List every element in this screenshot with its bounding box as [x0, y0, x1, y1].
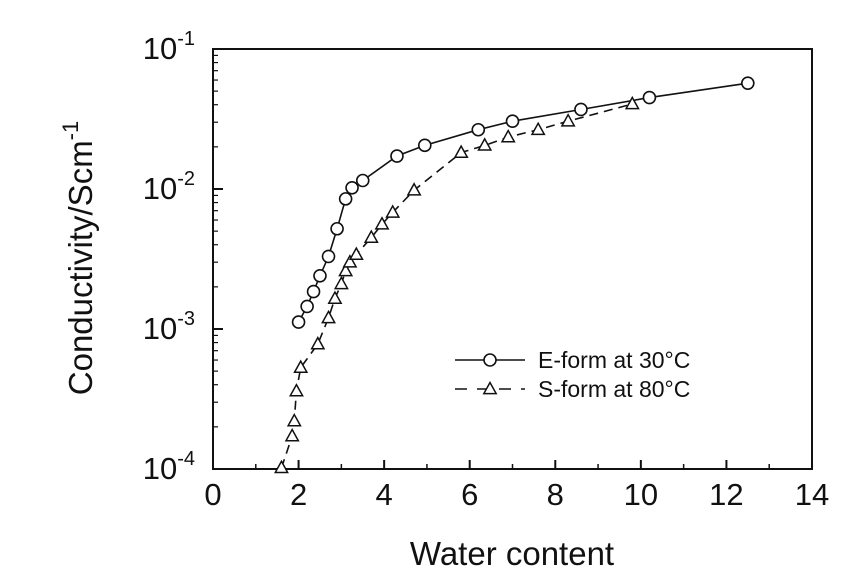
data-point-triangle — [327, 290, 343, 304]
data-point-circle — [321, 249, 336, 264]
x-axis-label: Water content — [410, 535, 614, 572]
data-point-circle — [642, 90, 657, 105]
y-tick-label-base: 10 — [143, 451, 177, 486]
x-tick-label: 10 — [624, 477, 658, 512]
y-tick-label-exponent: -4 — [177, 448, 195, 470]
x-tick-label: 8 — [547, 477, 564, 512]
y-tick-label: 10-1 — [143, 28, 195, 66]
x-tick-label: 6 — [461, 477, 478, 512]
series-s-form — [274, 95, 640, 474]
y-tick-label-base: 10 — [143, 171, 177, 206]
data-point-triangle — [406, 182, 422, 196]
data-point-triangle — [293, 359, 309, 374]
data-point-circle — [741, 76, 755, 90]
y-tick-label-exponent: -2 — [177, 168, 195, 190]
x-tick-label: 0 — [204, 477, 221, 512]
y-tick-label: 10-2 — [143, 168, 195, 206]
data-point-triangle — [624, 95, 640, 110]
x-tick-label: 2 — [290, 477, 307, 512]
data-point-triangle — [500, 128, 516, 143]
plot-frame — [212, 48, 813, 470]
x-tick-label: 12 — [709, 477, 743, 512]
data-point-triangle — [453, 144, 469, 159]
data-point-circle — [330, 221, 344, 236]
data-point-triangle — [342, 254, 358, 268]
data-point-circle — [300, 299, 314, 314]
x-tick-label: 14 — [795, 477, 829, 512]
legend-label: E-form at 30°C — [538, 347, 690, 373]
data-point-circle — [306, 284, 321, 299]
data-point-triangle — [333, 275, 349, 290]
y-axis-label-superscript: -1 — [58, 121, 83, 141]
x-tick-label: 4 — [376, 477, 393, 512]
legend-label: S-form at 80°C — [538, 376, 690, 402]
data-point-circle — [345, 180, 359, 195]
data-point-triangle — [374, 216, 390, 230]
data-point-circle — [355, 173, 370, 188]
data-point-triangle — [363, 229, 379, 243]
y-axis-label-text: Conductivity/Scm — [62, 140, 99, 395]
data-point-circle — [417, 138, 432, 153]
data-point-triangle — [286, 413, 302, 427]
data-point-circle — [471, 122, 486, 137]
data-point-triangle — [477, 137, 493, 151]
data-point-triangle — [321, 309, 336, 324]
data-point-circle — [505, 114, 520, 128]
data-point-triangle — [310, 336, 326, 350]
data-point-circle — [291, 315, 306, 329]
plot-series — [274, 76, 755, 474]
y-tick-label-base: 10 — [143, 31, 177, 66]
data-point-circle — [390, 149, 404, 163]
legend: E-form at 30°C S-form at 80°C — [455, 347, 690, 402]
y-tick-label: 10-3 — [143, 308, 195, 346]
data-point-circle — [338, 192, 353, 206]
data-point-triangle — [348, 246, 364, 261]
data-point-triangle — [560, 113, 576, 127]
data-point-triangle — [530, 121, 546, 136]
series-e-form — [291, 76, 755, 329]
data-point-triangle — [338, 262, 354, 277]
y-tick-label-exponent: -3 — [177, 308, 195, 330]
data-point-circle — [574, 102, 588, 117]
data-point-triangle — [288, 383, 304, 397]
series-line — [297, 82, 748, 323]
data-point-triangle — [284, 427, 300, 442]
y-axis-label: Conductivity/Scm-1 — [58, 121, 99, 395]
y-axis: 10-410-310-210-1 — [143, 28, 223, 486]
y-tick-label: 10-4 — [143, 448, 195, 486]
series-line — [280, 103, 633, 469]
x-axis: 0 2 4 6 8 10 12 14 — [204, 460, 829, 512]
legend-marker-circle — [483, 353, 497, 367]
data-point-circle — [313, 268, 327, 283]
y-tick-label-exponent: -1 — [177, 28, 195, 50]
data-point-triangle — [385, 204, 401, 218]
y-tick-label-base: 10 — [143, 311, 177, 346]
data-point-triangle — [274, 459, 289, 474]
legend-marker-triangle — [482, 380, 498, 395]
